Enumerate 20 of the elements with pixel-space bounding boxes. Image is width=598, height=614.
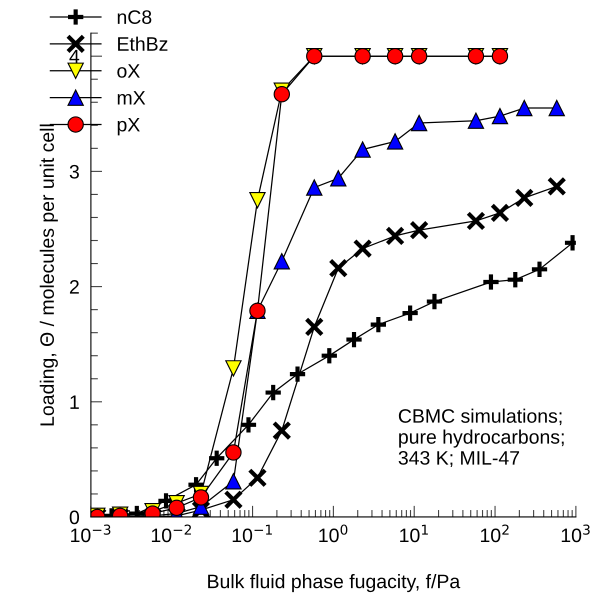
annotation: CBMC simulations; pure hydrocarbons; 343 K; MIL-47	[398, 408, 564, 468]
x-axis-title: Bulk fluid phase fugacity, f/Pa	[208, 574, 460, 592]
x-tick-label: 10$^{0}$	[319, 524, 348, 542]
x-tick-label: 10$^{−3}$	[71, 524, 110, 542]
legend-label: oX	[117, 64, 140, 78]
y-tick-label: 2	[70, 280, 79, 294]
y-axis-title: Loading, Θ / molecules per unit cell	[40, 124, 58, 426]
y-tick-label: 0	[70, 510, 80, 524]
x-tick-label: 10$^{−1}$	[232, 524, 272, 542]
legend-label: EthBz	[118, 36, 168, 51]
legend-label: nC8	[118, 10, 152, 24]
x-tick-label: 10$^{−2}$	[152, 524, 191, 542]
x-tick-label: 10$^{3}$	[562, 524, 590, 542]
y-tick-label: 1	[70, 395, 79, 409]
x-tick-label: 10$^{2}$	[480, 524, 509, 542]
y-tick-label: 4	[69, 50, 80, 64]
legend-label: mX	[118, 91, 146, 104]
legend-label: pX	[118, 118, 140, 136]
y-tick-label: 3	[70, 164, 79, 179]
x-tick-label: 10$^{1}$	[400, 524, 428, 542]
